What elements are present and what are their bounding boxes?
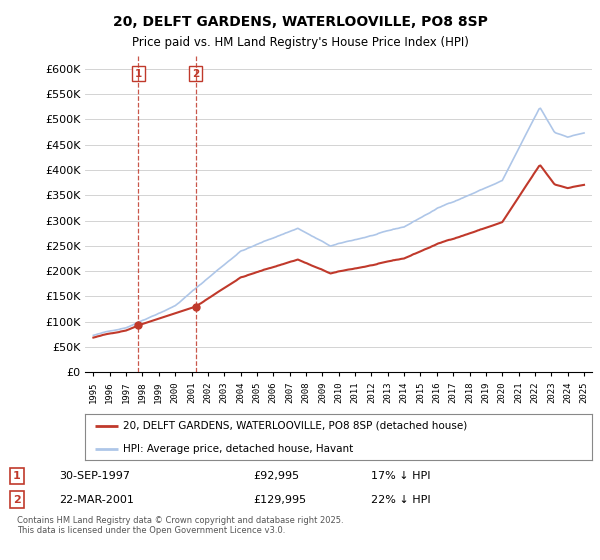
Text: 22% ↓ HPI: 22% ↓ HPI <box>371 494 430 505</box>
Text: 22-MAR-2001: 22-MAR-2001 <box>59 494 134 505</box>
Text: £129,995: £129,995 <box>253 494 306 505</box>
Text: 17% ↓ HPI: 17% ↓ HPI <box>371 471 430 481</box>
Text: HPI: Average price, detached house, Havant: HPI: Average price, detached house, Hava… <box>123 444 353 454</box>
Text: 2: 2 <box>192 69 199 79</box>
Text: £92,995: £92,995 <box>253 471 299 481</box>
Text: Contains HM Land Registry data © Crown copyright and database right 2025.
This d: Contains HM Land Registry data © Crown c… <box>17 516 343 535</box>
Text: 1: 1 <box>13 471 20 481</box>
Text: 1: 1 <box>135 69 142 79</box>
Text: 20, DELFT GARDENS, WATERLOOVILLE, PO8 8SP (detached house): 20, DELFT GARDENS, WATERLOOVILLE, PO8 8S… <box>123 421 467 431</box>
Text: Price paid vs. HM Land Registry's House Price Index (HPI): Price paid vs. HM Land Registry's House … <box>131 36 469 49</box>
Text: 2: 2 <box>13 494 20 505</box>
Text: 20, DELFT GARDENS, WATERLOOVILLE, PO8 8SP: 20, DELFT GARDENS, WATERLOOVILLE, PO8 8S… <box>113 15 487 29</box>
Text: 30-SEP-1997: 30-SEP-1997 <box>59 471 130 481</box>
